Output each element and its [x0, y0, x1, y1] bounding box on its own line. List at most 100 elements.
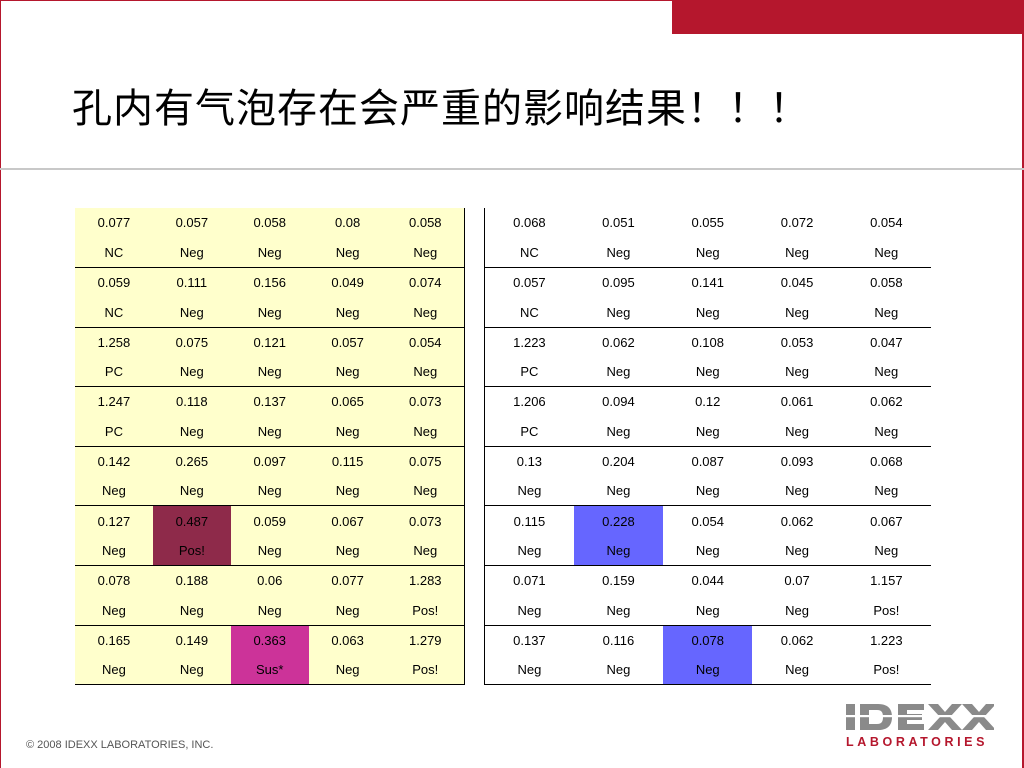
result-cell: Neg: [75, 535, 153, 567]
result-cell: Pos!: [841, 654, 931, 686]
od-value-cell: 0.097: [253, 454, 286, 470]
result-cell: Neg: [308, 535, 387, 567]
result-cell: Neg: [752, 654, 842, 686]
od-value-cell: 0.095: [602, 275, 635, 291]
table-row: 0.115 0.228 0.054 0.062 0.067: [485, 505, 932, 536]
od-value-cell: 0.053: [780, 334, 814, 350]
result-cell: Pos!: [386, 595, 465, 626]
slide-frame-right: [1022, 0, 1024, 768]
od-value-cell: 0.115: [513, 513, 546, 529]
result-cell: Neg: [230, 416, 309, 447]
od-value-cell: 0.062: [780, 632, 814, 648]
table-row: Neg Neg Neg Neg Neg: [484, 535, 931, 567]
result-cell: Neg: [386, 535, 465, 567]
result-cell: Neg: [663, 237, 753, 269]
od-value-cell: 0.057: [175, 215, 209, 231]
result-cell: NC: [484, 237, 574, 269]
table-row: 0.165 0.149 0.363 0.063 1.279: [75, 625, 465, 655]
result-cell: Neg: [752, 476, 842, 507]
od-value-cell: 0.068: [870, 454, 903, 470]
copyright-footer: © 2008 IDEXX LABORATORIES, INC.: [26, 739, 214, 751]
result-cell: Neg: [75, 476, 153, 507]
od-value-cell: 0.045: [780, 275, 814, 291]
od-value-cell: 0.087: [691, 454, 725, 470]
result-cell: Neg: [752, 416, 842, 447]
result-cell: Neg: [152, 476, 231, 507]
result-cell: Neg: [663, 416, 753, 447]
result-cell: Neg: [663, 535, 753, 567]
result-cell: Neg: [752, 297, 842, 328]
od-value-cell: 0.067: [870, 513, 903, 529]
result-cell: Pos!: [152, 535, 231, 567]
result-cell: Neg: [308, 595, 387, 626]
result-cell: Neg: [308, 416, 387, 447]
result-cell: Neg: [841, 476, 931, 507]
od-value-cell: 0.12: [695, 394, 721, 410]
result-cell: Neg: [230, 535, 309, 567]
od-value-cell: 0.061: [780, 394, 814, 410]
od-value-cell: 1.279: [386, 625, 465, 655]
result-cell: Neg: [752, 237, 842, 269]
od-value-cell: 0.072: [780, 215, 814, 231]
od-value-cell: 0.073: [386, 505, 465, 536]
results-table-left: 0.077 0.057 0.058 0.08 0.058 NC Neg Neg Neg Neg 0.…: [75, 208, 465, 686]
result-cell: NC: [484, 297, 574, 328]
header-accent-bar: [672, 0, 1024, 34]
od-value-cell: 0.265: [175, 454, 209, 470]
slide-title: 孔内有气泡存在会严重的影响结果！！！: [72, 86, 810, 132]
od-value-cell: 0.051: [602, 215, 635, 231]
table-row: PC Neg Neg Neg Neg: [484, 356, 931, 388]
result-cell: Neg: [484, 476, 574, 507]
od-value-cell: 0.111: [176, 275, 208, 291]
table-row: NC Neg Neg Neg Neg: [75, 237, 465, 269]
result-cell: Pos!: [386, 654, 465, 686]
result-cell: Neg: [230, 476, 309, 507]
idexx-wordmark-icon: [846, 704, 994, 730]
table-row: 0.13 0.204 0.087 0.093 0.068: [485, 446, 932, 476]
result-cell: PC: [75, 416, 153, 447]
od-value-cell: 0.075: [386, 446, 465, 477]
od-value-cell: 0.062: [602, 334, 635, 350]
od-value-cell: 0.118: [176, 394, 208, 410]
result-cell: Neg: [386, 476, 465, 507]
od-value-cell: 0.055: [691, 215, 725, 231]
table-row: 0.057 0.095 0.141 0.045 0.058: [485, 268, 932, 298]
od-value-cell: 0.149: [175, 632, 209, 648]
logo-subtitle: LABORATORIES: [846, 735, 989, 749]
result-cell: Neg: [663, 654, 753, 686]
od-value-cell: 0.137: [513, 632, 546, 648]
result-cell: Neg: [484, 654, 574, 686]
table-row: 1.247 0.118 0.137 0.065 0.073: [75, 386, 465, 417]
od-value-cell: 0.062: [870, 394, 903, 410]
od-value-cell: 1.157: [870, 573, 903, 589]
table-row: 0.142 0.265 0.097 0.115 0.075: [75, 446, 465, 477]
od-value-cell: 0.057: [513, 275, 546, 291]
table-row: 0.137 0.116 0.078 0.062 1.223: [485, 625, 932, 655]
table-row: 0.078 0.188 0.06 0.077 1.283: [75, 565, 465, 596]
result-cell: Neg: [663, 476, 753, 507]
table-row: 0.071 0.159 0.044 0.07 1.157: [485, 566, 932, 596]
od-value-cell: 0.074: [386, 267, 465, 298]
result-cell: Neg: [573, 237, 664, 269]
od-value-cell: 0.044: [691, 573, 725, 589]
od-value-cell: 0.204: [602, 454, 635, 470]
table-row: Neg Neg Sus* Neg Pos!: [75, 654, 465, 686]
table-row: 0.127 0.487 0.059 0.067 0.073: [75, 505, 465, 536]
result-cell: Neg: [573, 476, 664, 507]
od-value-cell: 1.223: [870, 632, 903, 648]
od-value-cell: 0.059: [97, 275, 131, 291]
od-value-cell: 0.058: [870, 275, 903, 291]
result-cell: PC: [75, 356, 153, 388]
od-value-cell: 0.058: [386, 208, 465, 238]
result-cell: Neg: [386, 297, 465, 328]
result-cell: Neg: [752, 356, 842, 388]
result-cell: Neg: [308, 356, 387, 388]
table-row: Neg Neg Neg Neg Pos!: [484, 595, 931, 626]
od-value-cell: 0.065: [331, 394, 364, 410]
od-value-cell: 0.13: [516, 454, 543, 470]
od-value-cell: 0.094: [602, 394, 635, 410]
result-cell: PC: [484, 356, 574, 388]
result-cell: Neg: [386, 356, 465, 388]
result-cell: Neg: [386, 237, 465, 269]
result-cell: Sus*: [230, 654, 309, 686]
